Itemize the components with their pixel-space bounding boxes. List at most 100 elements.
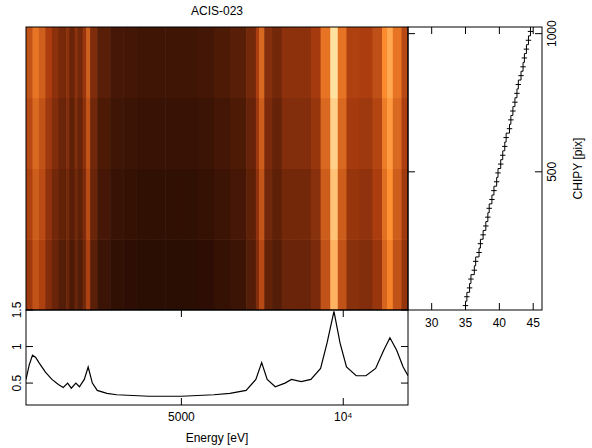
heat-cell [110,169,124,240]
heat-cell [26,169,33,240]
y-tick-label: 1 [10,343,24,350]
heat-cell [387,98,393,169]
heat-cell [246,169,256,240]
x-axis-title: Energy [eV] [186,431,249,445]
heat-cell [198,98,215,169]
error-bar [512,102,517,103]
y-tick-label: 0.5 [10,374,24,391]
x-tick [533,27,534,34]
heat-cell [321,239,331,310]
heat-cell [97,27,111,98]
error-bar [522,57,527,58]
heat-cell [86,169,90,240]
error-bar [464,296,469,297]
heat-cell [181,27,198,98]
heat-cell [214,169,231,240]
heat-cell [282,27,299,98]
profile-group [463,27,533,310]
y-tick [401,383,408,384]
y-tick [26,383,33,384]
heat-cell [39,239,46,310]
heat-cell [58,169,65,240]
heat-cell [382,239,387,310]
heat-cell [97,98,111,169]
heat-cell [330,169,338,240]
y-tick-label: 1.5 [10,301,24,318]
heat-cell [393,98,402,169]
x-tick [431,27,432,34]
error-bar [510,111,515,112]
heat-cell [230,169,247,240]
x-tick [465,303,466,310]
heat-cell [259,169,265,240]
x-tick-label: 40 [493,316,507,330]
heat-cell [110,98,124,169]
heat-cell [90,169,98,240]
heat-cell [149,98,166,169]
spectrum-line [26,311,408,396]
heat-cell [298,98,312,169]
heat-cell [136,98,150,169]
error-bar [518,75,523,76]
heat-cell [26,98,33,169]
heat-cell [58,98,65,169]
x-tick [533,303,534,310]
heat-cell [26,239,33,310]
error-bar [472,270,477,271]
heat-cell [149,239,166,310]
heat-cell [110,27,124,98]
error-bar [476,252,481,253]
heat-cell [214,27,231,98]
heat-cell [346,98,360,169]
heatmap [26,27,408,310]
heat-cell [110,239,124,310]
heat-cell [393,27,402,98]
y-tick [26,346,33,347]
heat-cell [359,169,373,240]
heat-cell [282,239,299,310]
error-bar [526,40,531,41]
heat-cell [123,239,137,310]
heat-cell [90,27,98,98]
heat-cell [149,169,166,240]
error-bar [528,31,533,32]
error-bar [495,172,500,173]
heat-cell [359,98,373,169]
error-bar [468,279,473,280]
heat-cell [45,98,52,169]
heat-cell [402,98,408,169]
error-bar [467,287,472,288]
x-tick [499,303,500,310]
heat-cell [90,98,98,169]
heat-cell [382,27,387,98]
heat-cell [39,169,46,240]
heat-cell [198,239,215,310]
heat-cell [264,239,272,310]
heat-cell [83,169,87,240]
heat-cell [32,239,39,310]
heat-cell [214,239,231,310]
figure: ACIS-023500010⁴0.511.5Energy [eV]3035404… [0,0,592,448]
heat-cell [123,98,137,169]
heat-cell [90,239,98,310]
heat-cell [298,27,312,98]
y-tick [535,33,542,34]
heat-cell [372,27,382,98]
heat-cell [230,239,247,310]
heat-cell [198,27,215,98]
heat-cell [311,169,321,240]
profile-step [465,301,466,310]
heat-cell [77,98,83,169]
heat-cell [330,239,338,310]
error-bar [503,137,508,138]
y-tick [26,310,33,311]
y-tick [408,171,415,172]
heat-cell [58,239,65,310]
heat-cell [264,98,272,169]
y-tick-label: 1000 [545,20,559,47]
heat-cell [69,27,75,98]
heat-cell [264,27,272,98]
heat-cell [372,239,382,310]
heat-cell [346,169,360,240]
heat-cell [282,98,299,169]
